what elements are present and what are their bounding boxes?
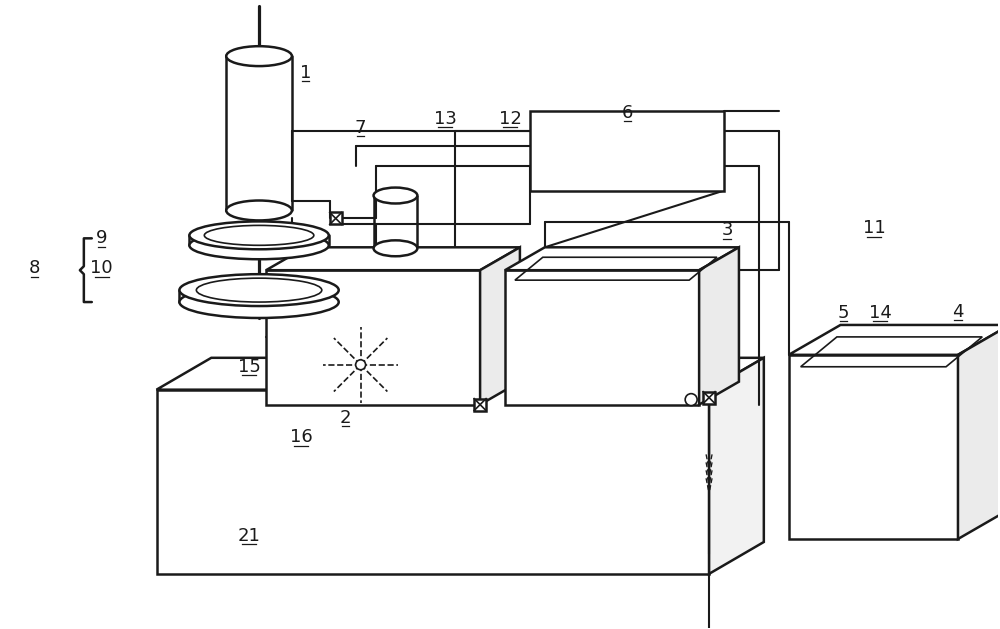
Text: 12: 12 bbox=[499, 110, 521, 128]
Polygon shape bbox=[958, 325, 1000, 539]
Text: 5: 5 bbox=[838, 304, 849, 322]
Ellipse shape bbox=[226, 46, 292, 66]
Polygon shape bbox=[480, 247, 520, 404]
Polygon shape bbox=[709, 358, 764, 574]
Ellipse shape bbox=[374, 187, 417, 204]
Text: 1: 1 bbox=[300, 64, 312, 82]
Ellipse shape bbox=[189, 221, 329, 249]
Text: 7: 7 bbox=[355, 119, 366, 137]
Text: 9: 9 bbox=[96, 230, 108, 247]
Text: 13: 13 bbox=[434, 110, 457, 128]
Ellipse shape bbox=[356, 360, 366, 370]
Polygon shape bbox=[505, 247, 739, 270]
Text: 4: 4 bbox=[952, 303, 964, 321]
Polygon shape bbox=[699, 247, 739, 404]
Ellipse shape bbox=[179, 274, 339, 306]
Text: 6: 6 bbox=[622, 104, 633, 122]
Text: 14: 14 bbox=[869, 304, 892, 322]
Polygon shape bbox=[157, 390, 709, 574]
Ellipse shape bbox=[226, 201, 292, 220]
Polygon shape bbox=[789, 355, 958, 539]
Bar bbox=[474, 399, 486, 411]
Polygon shape bbox=[789, 325, 1000, 355]
Ellipse shape bbox=[189, 231, 329, 259]
Text: 8: 8 bbox=[28, 259, 40, 277]
Text: 2: 2 bbox=[340, 409, 351, 426]
Text: 3: 3 bbox=[721, 221, 733, 240]
Text: 16: 16 bbox=[290, 428, 312, 447]
Ellipse shape bbox=[374, 240, 417, 256]
Bar bbox=[703, 392, 715, 404]
Ellipse shape bbox=[179, 286, 339, 318]
Bar bbox=[330, 213, 342, 225]
Text: 21: 21 bbox=[238, 527, 261, 545]
Ellipse shape bbox=[685, 394, 697, 406]
Polygon shape bbox=[157, 358, 764, 390]
Polygon shape bbox=[266, 270, 480, 404]
Bar bbox=[530, 111, 724, 191]
Text: 11: 11 bbox=[863, 220, 886, 237]
Polygon shape bbox=[266, 247, 520, 270]
Polygon shape bbox=[505, 270, 699, 404]
Text: 10: 10 bbox=[90, 259, 113, 277]
Text: 15: 15 bbox=[238, 358, 261, 376]
